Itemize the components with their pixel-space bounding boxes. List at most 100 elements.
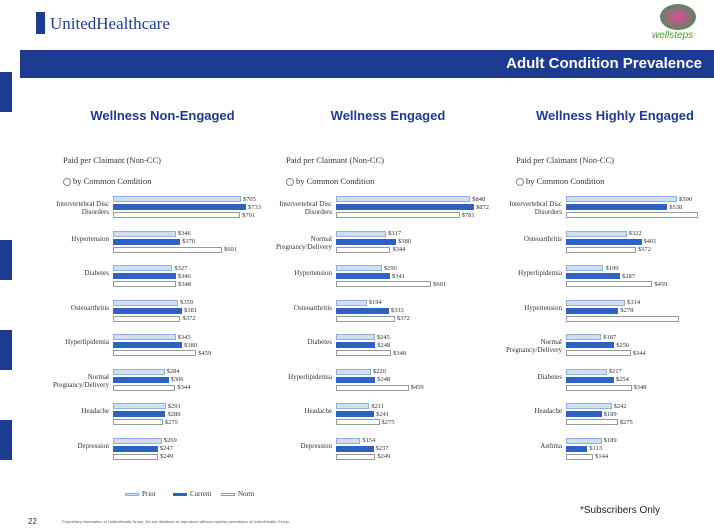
bar <box>113 342 182 348</box>
bar <box>566 445 588 452</box>
bar <box>336 246 391 253</box>
category-label: Intervertebral Disc Disorders <box>279 200 332 216</box>
bar <box>566 342 615 348</box>
value-label: $199 <box>605 264 619 272</box>
category-label: Hyperlipidemia <box>288 372 332 381</box>
value-label: $538 <box>669 203 683 211</box>
bar <box>336 281 432 287</box>
bar <box>336 368 371 375</box>
value-label: $344 <box>177 384 191 391</box>
category-label: Hyperlipidemia <box>518 269 562 277</box>
bar <box>566 307 619 314</box>
bar <box>336 384 409 391</box>
value-label: $344 <box>392 246 406 253</box>
value-label: $401 <box>643 238 657 245</box>
note-icon <box>516 178 524 186</box>
value-label: $459 <box>654 280 668 288</box>
value-label: $601 <box>433 280 447 288</box>
value-label: $372 <box>396 315 410 322</box>
category-label: Intervertebral Disc Disorders <box>56 200 109 216</box>
bar <box>566 230 627 237</box>
logo-mark <box>36 12 45 34</box>
value-label: $256 <box>616 341 630 349</box>
banner <box>20 50 714 78</box>
bar <box>336 196 471 202</box>
bar <box>566 368 607 375</box>
category-label: Diabetes <box>307 338 333 346</box>
value-label: $220 <box>372 368 386 375</box>
value-label: $249 <box>377 453 391 460</box>
value-label: $372 <box>182 315 196 322</box>
value-label: $348 <box>393 349 407 357</box>
bar <box>566 265 604 271</box>
bar <box>336 299 367 306</box>
bar <box>336 230 387 237</box>
value-label: $269 <box>163 437 177 444</box>
bar <box>113 376 169 383</box>
value-label: $189 <box>603 410 617 418</box>
value-label: $370 <box>182 238 196 245</box>
value-label: $242 <box>613 402 627 410</box>
bar <box>336 238 397 245</box>
bar <box>566 299 626 306</box>
bar <box>113 403 166 409</box>
bar <box>113 273 176 279</box>
value-label: $217 <box>608 368 622 375</box>
bar <box>566 204 668 210</box>
chart-note: by Common Condition <box>296 176 375 186</box>
value-label: $346 <box>177 230 191 237</box>
bar <box>566 384 632 391</box>
bar <box>336 437 361 444</box>
bar <box>336 273 390 279</box>
value-label: $380 <box>183 341 197 349</box>
value-label: $187 <box>603 333 617 341</box>
value-label: $348 <box>633 384 647 391</box>
bar <box>336 453 376 460</box>
value-label: $275 <box>164 418 178 426</box>
value-label: $254 <box>615 376 629 383</box>
banner-title: Adult Condition Prevalence <box>506 55 702 72</box>
category-label: Hypertension <box>71 234 109 243</box>
note-icon <box>286 178 294 186</box>
bar <box>336 350 392 356</box>
value-label: $359 <box>180 299 194 306</box>
legend-label: Norm <box>238 490 255 498</box>
bar <box>336 265 382 271</box>
side-tab <box>0 330 12 370</box>
brand: wellsteps <box>652 30 694 41</box>
value-label: $341 <box>391 272 405 280</box>
bar <box>336 403 370 409</box>
value-label: $284 <box>166 368 180 375</box>
value-label: $327 <box>174 264 188 272</box>
value-label: $245 <box>376 333 390 341</box>
chart-note: by Common Condition <box>526 176 605 186</box>
value-label: $601 <box>224 246 238 253</box>
bar <box>113 419 163 425</box>
bar <box>113 307 183 314</box>
side-tab <box>0 240 12 280</box>
bar <box>336 204 474 210</box>
bar <box>336 315 395 322</box>
value-label: $237 <box>375 445 389 452</box>
bar <box>566 453 594 460</box>
category-label: Osteoarthritis <box>293 303 332 312</box>
legal: Proprietary information of UnitedHealth … <box>62 519 290 524</box>
value-label: $113 <box>589 445 603 452</box>
chart-note: by Common Condition <box>73 176 152 186</box>
legend-swatch <box>221 493 235 496</box>
bar <box>113 204 246 210</box>
bar <box>113 265 173 271</box>
value-label: $247 <box>159 445 173 452</box>
value-label: $241 <box>376 410 390 418</box>
bar <box>113 315 181 322</box>
bar <box>336 376 376 383</box>
chart-subtitle: Paid per Claimant (Non-CC) <box>516 155 614 165</box>
value-label: $872 <box>476 203 489 211</box>
bar <box>113 246 223 253</box>
value-label: $733 <box>248 203 261 211</box>
value-label: $278 <box>620 307 634 314</box>
category-label: Osteoarthritis <box>523 234 562 243</box>
value-label: $381 <box>184 307 198 314</box>
logo: UnitedHealthcare <box>50 14 170 33</box>
